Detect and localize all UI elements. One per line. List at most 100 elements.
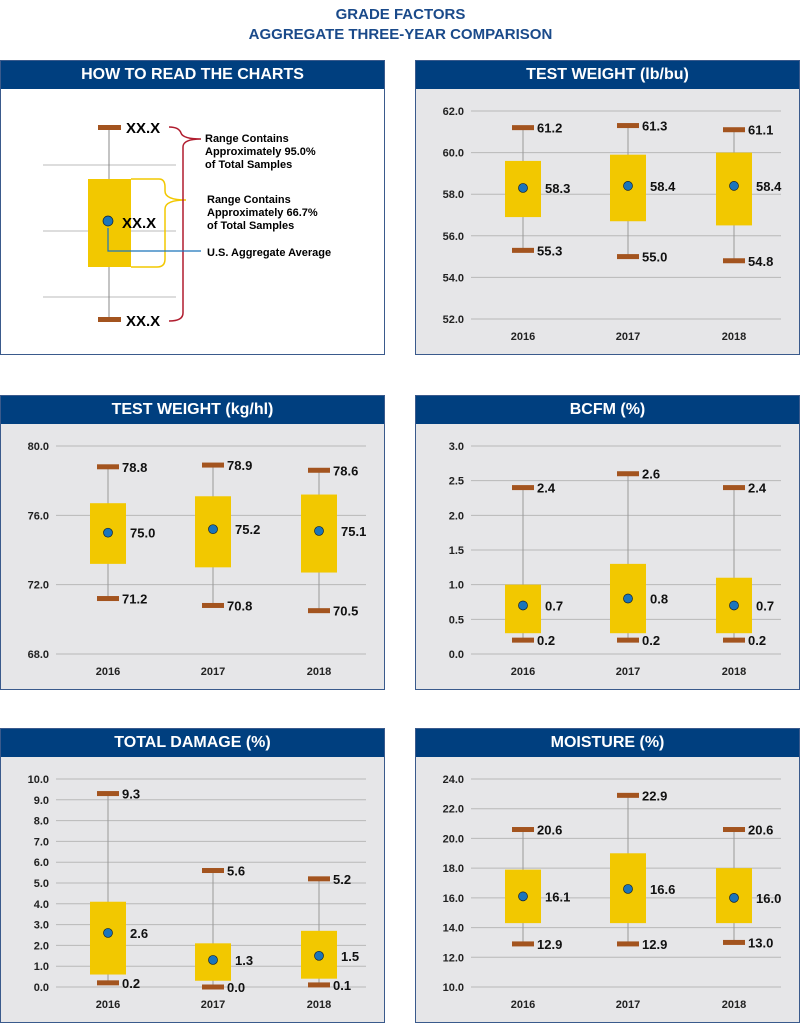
min-label: 70.5 — [333, 604, 358, 619]
y-tick-label: 6.0 — [34, 857, 49, 869]
title-line2: AGGREGATE THREE-YEAR COMPARISON — [248, 26, 553, 43]
y-tick-label: 1.0 — [449, 580, 464, 592]
average-label: 1.3 — [235, 953, 253, 968]
y-tick-label: 0.0 — [34, 982, 49, 994]
y-tick-label: 7.0 — [34, 836, 49, 848]
max-label: 61.3 — [642, 119, 667, 134]
y-tick-label: 20.0 — [443, 833, 464, 845]
average-dot — [518, 183, 528, 193]
min-cap — [202, 984, 224, 990]
max-cap — [723, 485, 745, 491]
x-tick-label: 2016 — [511, 666, 535, 678]
max-cap — [617, 123, 639, 129]
max-label: 5.6 — [227, 864, 245, 879]
chart-plot: 68.0 72.0 76.0 80.0 2016 78.8 71.2 75.0 2017 78.9… — [28, 441, 367, 678]
min-cap — [512, 247, 534, 253]
average-dot — [102, 215, 114, 227]
max-cap — [512, 485, 534, 491]
x-tick-label: 2017 — [616, 666, 640, 678]
y-tick-label: 2.5 — [449, 476, 464, 488]
max-cap — [97, 464, 119, 470]
x-tick-label: 2017 — [201, 666, 225, 678]
y-tick-label: 8.0 — [34, 816, 49, 828]
x-tick-label: 2018 — [722, 331, 746, 343]
chart-plot: 10.0 12.0 14.0 16.0 18.0 20.0 22.0 24.0 2016 20.6… — [443, 774, 782, 1011]
average-label: 0.7 — [545, 598, 563, 613]
x-tick-label: 2017 — [616, 331, 640, 343]
x-tick-label: 2016 — [511, 999, 535, 1011]
max-label: 61.1 — [748, 123, 773, 138]
y-tick-label: 52.0 — [443, 314, 464, 326]
y-tick-label: 5.0 — [34, 878, 49, 890]
max-label: 20.6 — [748, 823, 773, 838]
max-label: 22.9 — [642, 788, 667, 803]
title-line1: GRADE FACTORS — [335, 6, 466, 23]
max-cap — [308, 467, 330, 473]
max-cap — [723, 127, 745, 133]
max-label: 5.2 — [333, 872, 351, 887]
max-cap — [617, 792, 639, 798]
average-dot — [623, 181, 633, 191]
chart-plot: 0.0 1.0 2.0 3.0 4.0 5.0 6.0 7.0 8.0 9.0 10.0 2016 9.… — [28, 774, 366, 1011]
chart-title: BCFM (%) — [416, 396, 799, 424]
max-cap — [512, 827, 534, 833]
max-cap — [98, 125, 121, 130]
average-label: 58.4 — [650, 179, 676, 194]
chart-test-weight-kg: TEST WEIGHT (kg/hl) 68.0 72.0 76.0 80.0 2016… — [0, 395, 385, 690]
min-label: 0.2 — [748, 633, 766, 648]
x-tick-label: 2018 — [307, 999, 331, 1011]
min-cap — [617, 254, 639, 260]
max-placeholder: XX.X — [126, 120, 160, 137]
y-tick-label: 62.0 — [443, 106, 464, 118]
y-tick-label: 10.0 — [443, 982, 464, 994]
max-cap — [723, 827, 745, 833]
min-cap — [308, 608, 330, 614]
x-tick-label: 2018 — [722, 999, 746, 1011]
y-tick-label: 76.0 — [28, 510, 49, 522]
chart-title: MOISTURE (%) — [416, 729, 799, 757]
min-label: 70.8 — [227, 598, 252, 613]
x-tick-label: 2016 — [96, 999, 120, 1011]
max-label: 2.4 — [748, 481, 767, 496]
min-cap — [512, 637, 534, 643]
avg-placeholder: XX.X — [122, 215, 156, 232]
range667-line: Approximately 66.7% — [207, 207, 318, 219]
min-cap — [308, 982, 330, 988]
min-placeholder: XX.X — [126, 313, 160, 330]
min-label: 71.2 — [122, 592, 147, 607]
y-tick-label: 56.0 — [443, 231, 464, 243]
average-label: 16.1 — [545, 889, 570, 904]
min-cap — [617, 637, 639, 643]
y-tick-label: 14.0 — [443, 923, 464, 935]
y-tick-label: 0.5 — [449, 614, 464, 626]
y-tick-label: 1.0 — [34, 961, 49, 973]
y-tick-label: 58.0 — [443, 189, 464, 201]
box — [90, 901, 126, 975]
min-label: 12.9 — [642, 937, 667, 952]
range95-line: Range Contains — [205, 133, 289, 145]
min-label: 0.2 — [537, 633, 555, 648]
x-tick-label: 2016 — [511, 331, 535, 343]
y-tick-label: 24.0 — [443, 774, 464, 786]
y-tick-label: 2.0 — [449, 510, 464, 522]
average-dot — [518, 891, 528, 902]
range95-line: Approximately 95.0% — [205, 146, 316, 158]
max-cap — [617, 471, 639, 477]
min-label: 55.3 — [537, 243, 562, 258]
average-dot — [729, 181, 739, 191]
min-cap — [98, 317, 121, 322]
average-label: 75.0 — [130, 526, 155, 541]
average-label: 16.0 — [756, 891, 781, 906]
max-label: 78.8 — [122, 460, 147, 475]
max-label: 9.3 — [122, 787, 140, 802]
min-cap — [723, 939, 745, 945]
y-tick-label: 72.0 — [28, 580, 49, 592]
average-label: 75.2 — [235, 522, 260, 537]
average-label: 58.3 — [545, 181, 570, 196]
min-label: 13.0 — [748, 935, 773, 950]
x-tick-label: 2018 — [307, 666, 331, 678]
y-tick-label: 10.0 — [28, 774, 49, 786]
average-dot — [314, 950, 324, 961]
y-tick-label: 54.0 — [443, 272, 464, 284]
min-label: 0.1 — [333, 978, 351, 993]
